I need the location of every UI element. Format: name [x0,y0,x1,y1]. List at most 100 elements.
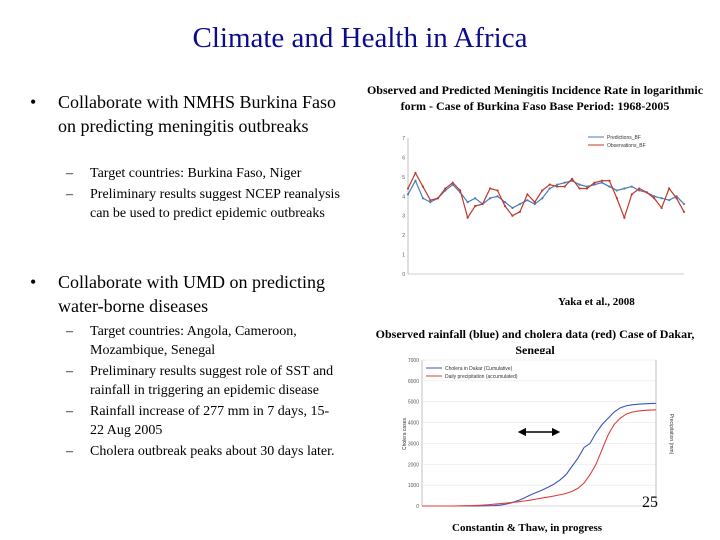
data-point [518,202,521,206]
data-point [578,183,581,186]
data-point [436,197,439,200]
y-tick-label: 5000 [408,400,419,406]
list-item: – Preliminary results suggest role of SS… [66,362,341,400]
y-tick-label: 0 [402,272,405,278]
data-point [429,201,432,204]
data-point [563,181,566,184]
data-point [653,195,656,198]
list-item-text: Target countries: Burkina Faso, Niger [90,166,302,181]
data-point [623,187,626,190]
data-point [466,216,469,219]
data-point [645,191,648,194]
data-point [571,177,574,180]
y-axis-label-left: Cholera cases [402,418,408,450]
data-point [496,189,499,192]
legend-label: Daily precipitation (accumulated) [445,374,518,380]
data-point [682,210,686,213]
data-point [593,183,596,186]
data-point [474,204,477,208]
data-point [451,181,454,184]
data-point [444,187,447,190]
meningitis-chart-svg: 0 1 2 3 4 5 6 7 Predictions_BF Observations_BF [402,135,686,278]
data-point [406,193,410,196]
data-point [466,201,469,204]
series-line-1 [407,171,685,220]
data-point [526,193,529,196]
data-point [600,179,604,182]
dash-symbol: – [66,364,73,379]
bullet-meningitis: • Collaborate with NMHS Burkina Faso on … [30,90,350,138]
data-point [481,202,484,206]
cholera-chart-svg: 0 1000 2000 3000 4000 5000 6000 7000 Cholera in … [402,358,674,510]
list-item-text: Preliminary results suggest NCEP reanaly… [90,187,340,221]
data-point [675,197,678,200]
bullet-meningitis-text: Collaborate with NMHS Burkina Faso on pr… [58,92,336,136]
data-point [660,206,663,210]
list-item: – Target countries: Burkina Faso, Niger [66,164,346,183]
list-item-text: Rainfall increase of 277 mm in 7 days, 1… [90,404,330,438]
list-item: – Cholera outbreak peaks about 30 days l… [66,442,341,461]
cholera-chart: 0 1000 2000 3000 4000 5000 6000 7000 Cholera in … [398,354,686,524]
data-point [578,187,581,190]
data-point [414,179,417,182]
y-tick-label: 1 [402,253,405,259]
y-axis-label-right: Precipitation (mm) [668,414,674,455]
data-point [608,185,611,188]
dash-symbol: – [66,187,73,202]
data-point [541,197,544,200]
data-point [421,197,425,200]
meningitis-subitems: – Target countries: Burkina Faso, Niger … [66,164,346,225]
data-point [608,179,611,182]
list-item: – Preliminary results suggest NCEP reana… [66,185,346,223]
y-tick-label: 6 [402,155,405,161]
bullet-symbol: • [30,92,37,112]
list-item-text: Preliminary results suggest role of SST … [90,364,334,398]
data-point [533,202,536,206]
data-point [585,185,589,188]
data-point [667,187,671,190]
data-point [660,197,663,200]
y-tick-label: 2000 [408,462,419,468]
cholera-citation: Constantin & Thaw, in progress [452,522,603,534]
data-point [406,187,410,190]
data-point [653,197,656,200]
legend-label: Cholera in Dakar (Cumulative) [445,366,513,372]
data-point [563,185,566,188]
y-tick-label: 7000 [408,358,419,364]
list-item-text: Target countries: Angola, Cameroon, Moza… [90,324,297,358]
data-point [630,193,633,196]
data-point [459,189,462,192]
dash-symbol: – [66,444,73,459]
data-point [533,201,536,204]
slide-title: Climate and Health in Africa [192,22,528,54]
data-point [548,187,551,190]
data-point [488,187,492,190]
series-line-0 [422,402,657,507]
data-point [556,185,559,188]
y-tick-label: 2 [402,233,405,239]
data-point [488,197,492,200]
meningitis-chart-caption: Observed and Predicted Meningitis Incide… [366,83,704,113]
dash-symbol: – [66,404,73,419]
data-point [585,187,589,190]
bullet-waterborne: • Collaborate with UMD on predicting wat… [30,270,350,318]
data-point [429,199,432,202]
legend-label: Predictions_BF [607,135,641,141]
data-point [600,181,604,184]
data-point [615,197,618,200]
y-tick-label: 4000 [408,421,419,427]
data-point [518,210,521,213]
data-point [556,183,559,186]
legend-label: Observations_BF [607,143,646,149]
data-point [667,199,671,202]
data-point [511,214,514,217]
waterborne-subitems: – Target countries: Angola, Cameroon, Mo… [66,322,341,463]
data-point [615,189,618,192]
list-item-text: Cholera outbreak peaks about 30 days lat… [90,444,335,459]
data-point [638,189,641,192]
dash-symbol: – [66,324,73,339]
data-point [503,204,507,208]
data-point [593,181,596,184]
data-point [474,197,477,200]
dash-symbol: – [66,166,73,181]
